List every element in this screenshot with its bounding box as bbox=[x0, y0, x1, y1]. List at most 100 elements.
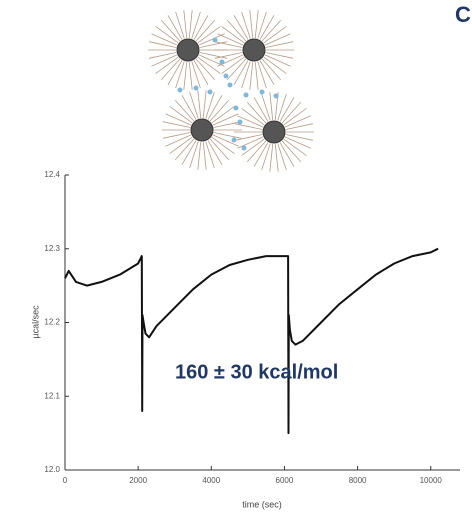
ligand bbox=[162, 132, 191, 139]
ligand bbox=[199, 52, 228, 59]
ligand bbox=[213, 121, 242, 128]
ligand bbox=[263, 56, 287, 74]
ligand bbox=[281, 140, 302, 162]
ligand bbox=[234, 123, 263, 130]
x-tick-label: 6000 bbox=[276, 476, 294, 485]
ligand bbox=[261, 93, 271, 121]
ligand bbox=[226, 58, 247, 80]
ligand bbox=[213, 132, 242, 139]
heading: C bbox=[455, 2, 471, 27]
ligand bbox=[237, 136, 264, 149]
ligand bbox=[241, 11, 251, 39]
x-tick-label: 8000 bbox=[349, 476, 367, 485]
x-tick-label: 10000 bbox=[420, 476, 443, 485]
ligand bbox=[162, 121, 191, 128]
x-axis-label: time (sec) bbox=[242, 499, 282, 509]
ligand bbox=[265, 41, 294, 48]
ligand bbox=[183, 10, 188, 39]
y-tick-label: 12.4 bbox=[44, 170, 60, 179]
linker bbox=[193, 85, 199, 91]
ligand bbox=[195, 20, 216, 42]
ligand bbox=[197, 141, 202, 170]
ligand bbox=[148, 52, 177, 59]
x-tick-label: 4000 bbox=[202, 476, 220, 485]
ligand bbox=[195, 58, 216, 80]
ligand bbox=[202, 141, 207, 170]
ligand bbox=[212, 134, 239, 147]
ligand bbox=[264, 54, 291, 67]
ligand bbox=[193, 60, 209, 85]
annotation: 160 ± 30 kcal/mol bbox=[175, 361, 338, 383]
ligand bbox=[207, 95, 223, 120]
ligand bbox=[241, 108, 265, 126]
ligand bbox=[214, 52, 243, 59]
ligand bbox=[148, 41, 177, 48]
ligand bbox=[167, 15, 183, 40]
ligand bbox=[165, 134, 192, 147]
ligand bbox=[155, 56, 179, 74]
linker bbox=[227, 82, 233, 88]
ligand bbox=[160, 58, 181, 80]
linker bbox=[241, 145, 247, 151]
ligand bbox=[285, 134, 314, 141]
ligand bbox=[175, 61, 185, 89]
ligand bbox=[197, 26, 221, 44]
ligand bbox=[234, 134, 263, 141]
ligand bbox=[175, 11, 185, 39]
ligand bbox=[233, 60, 249, 85]
ligand bbox=[269, 143, 274, 172]
linker bbox=[233, 105, 239, 111]
ligand bbox=[211, 136, 235, 154]
ligand bbox=[181, 140, 197, 165]
linker bbox=[207, 89, 213, 95]
ligand bbox=[183, 61, 188, 90]
nanoparticle-illustration bbox=[148, 10, 314, 172]
ligand bbox=[189, 141, 199, 169]
ligand bbox=[261, 143, 271, 171]
ligand bbox=[189, 91, 199, 119]
ligand bbox=[202, 90, 207, 119]
linker bbox=[237, 119, 243, 125]
y-tick-label: 12.1 bbox=[44, 391, 60, 400]
ligand bbox=[212, 113, 239, 126]
ligand bbox=[181, 95, 197, 120]
ligand bbox=[259, 60, 275, 85]
ligand bbox=[257, 11, 267, 39]
ligand bbox=[155, 26, 179, 44]
x-tick-label: 0 bbox=[63, 476, 68, 485]
ligand bbox=[221, 56, 245, 74]
ligand bbox=[198, 54, 225, 67]
linker bbox=[219, 59, 225, 65]
linker bbox=[223, 73, 229, 79]
ligand bbox=[169, 136, 193, 154]
ligand bbox=[261, 58, 282, 80]
ligand bbox=[169, 106, 193, 124]
ligand bbox=[205, 91, 215, 119]
particle bbox=[242, 38, 266, 62]
particle bbox=[262, 120, 286, 144]
ligand bbox=[257, 61, 267, 89]
y-tick-label: 12.0 bbox=[44, 465, 60, 474]
particle bbox=[176, 38, 200, 62]
linker bbox=[259, 89, 265, 95]
ligand bbox=[263, 26, 287, 44]
ligand bbox=[191, 11, 201, 39]
ligand bbox=[193, 15, 209, 40]
ligand bbox=[269, 92, 274, 121]
ligand bbox=[246, 102, 267, 124]
ligand bbox=[237, 115, 264, 128]
ligand bbox=[205, 141, 215, 169]
ligand bbox=[249, 61, 254, 90]
linker bbox=[177, 87, 183, 93]
ligand bbox=[214, 41, 243, 48]
ligand bbox=[233, 15, 249, 40]
ligand bbox=[197, 56, 221, 74]
ligand bbox=[151, 54, 178, 67]
ligand bbox=[253, 97, 269, 122]
ligand bbox=[174, 138, 195, 160]
ligand bbox=[284, 115, 311, 128]
ligand bbox=[199, 41, 228, 48]
ligand bbox=[191, 61, 201, 89]
ligand bbox=[274, 143, 279, 172]
